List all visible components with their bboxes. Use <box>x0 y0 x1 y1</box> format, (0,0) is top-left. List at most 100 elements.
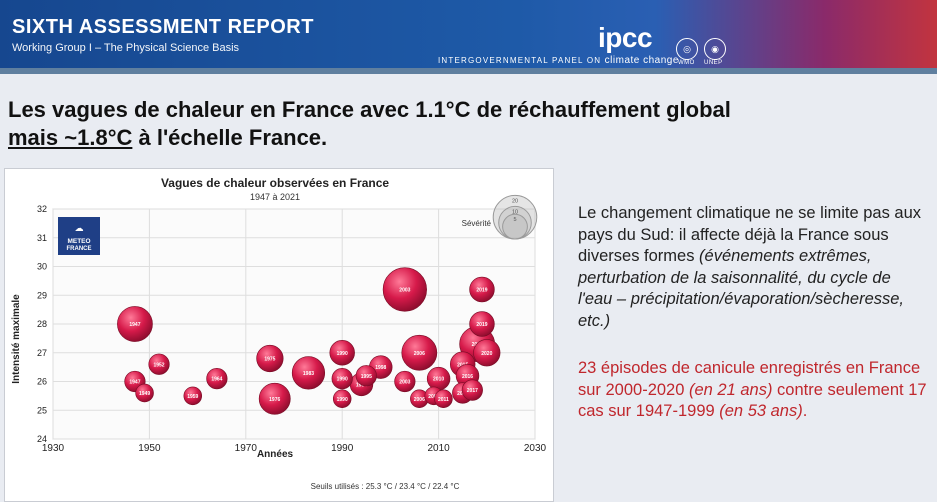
heatwave-bubble <box>148 353 170 375</box>
side-paragraph-1: Le changement climatique ne se limite pa… <box>578 203 928 332</box>
severity-legend-value: 20 <box>512 198 518 204</box>
x-axis-label: Années <box>257 449 294 460</box>
headline-underlined: mais ~1.8°C <box>8 125 133 150</box>
y-tick-label: 25 <box>37 405 47 415</box>
x-tick-label: 2030 <box>524 443 547 454</box>
meteo-france-logo-box <box>58 217 100 255</box>
heatwave-bubble-label: 1975 <box>264 357 275 363</box>
heatwave-bubble <box>329 340 355 366</box>
y-axis-label: Intensité maximale <box>11 294 22 384</box>
side-p2-c: contre seulement 17 cas sur 1947-1999 <box>578 380 927 421</box>
heatwave-bubble-label: 1990 <box>337 351 348 357</box>
ipcc-full-name: INTERGOVERNMENTAL PANEL ON climate chang… <box>438 55 679 66</box>
side-p1-text: Le changement climatique ne se limite pa… <box>578 204 922 265</box>
meteo-france-logo: ☁ METEO FRANCE <box>58 217 100 255</box>
y-tick-label: 28 <box>37 319 47 329</box>
heatwave-bubble-label: 1952 <box>153 362 164 368</box>
heatwave-bubble <box>473 339 501 367</box>
heatwave-bubble <box>469 276 495 303</box>
report-header: SIXTH ASSESSMENT REPORT Working Group I … <box>0 0 937 68</box>
x-tick-label: 1950 <box>138 443 161 454</box>
x-tick-label: 2010 <box>427 443 450 454</box>
heatwave-bubble <box>331 368 353 390</box>
chart-subtitle: 1947 à 2021 <box>250 192 300 202</box>
heatwave-bubble <box>394 370 416 393</box>
heatwave-bubble-label: 1994 <box>356 382 367 388</box>
heatwave-bubble-label: 2003 <box>399 380 410 386</box>
heatwave-bubble <box>332 389 352 408</box>
heatwave-bubble-label: 2011 <box>438 397 449 403</box>
chart-axes: 1930 1950 1970 1990 2010 2030 24 25 26 27 28 29 30 31… <box>37 204 547 454</box>
heatwave-bubble-label: 1990 <box>337 397 348 403</box>
heatwave-bubble-label: 1976 <box>269 397 280 403</box>
heatwave-bubble <box>355 365 377 387</box>
heatwave-bubble <box>135 383 154 403</box>
heatwave-chart: Vagues de chaleur observées en France 19… <box>11 176 547 491</box>
unep-caption: UNEP <box>704 60 723 66</box>
heatwave-bubble-label: 2019 <box>476 322 487 328</box>
heatwave-bubble <box>206 368 228 390</box>
x-tick-label: 1990 <box>331 443 354 454</box>
heatwave-bubble <box>291 356 326 390</box>
heatwave-bubble-label: 1990 <box>337 377 348 383</box>
x-tick-label: 1930 <box>42 443 65 454</box>
heatwave-bubble-label: 1995 <box>361 374 372 380</box>
slide-headline: Les vagues de chaleur en France avec 1.1… <box>8 96 731 152</box>
heatwave-chart-panel: Vagues de chaleur observées en France 19… <box>4 168 554 502</box>
heatwave-bubble-label: 2016 <box>462 374 473 380</box>
heatwave-bubble <box>469 311 495 337</box>
working-group-subtitle: Working Group I – The Physical Science B… <box>12 42 240 54</box>
heatwave-bubble-label: 1998 <box>375 365 386 371</box>
heatwave-bubble <box>382 267 427 312</box>
chart-footer: Seuils utilisés : 25.3 °C / 23.4 °C / 22… <box>311 482 460 491</box>
unep-globe-icon: ◉ <box>704 38 726 60</box>
y-tick-label: 31 <box>37 233 47 243</box>
report-title: SIXTH ASSESSMENT REPORT <box>12 16 314 38</box>
y-tick-label: 26 <box>37 377 47 387</box>
ipcc-logo: ipcc <box>598 22 653 53</box>
heatwave-bubble-label: 2010 <box>433 377 444 383</box>
heatwave-bubble <box>401 334 438 371</box>
heatwave-bubble <box>434 389 453 408</box>
heatwave-bubble <box>461 379 483 401</box>
severity-legend-title: Sévérité <box>462 219 492 228</box>
y-tick-label: 30 <box>37 262 47 272</box>
severity-legend-value: 10 <box>512 209 518 215</box>
headline-rest: à l'échelle France. <box>132 125 328 150</box>
severity-legend-circle <box>502 213 528 240</box>
heatwave-bubble-label: 2020 <box>481 351 492 357</box>
y-tick-label: 29 <box>37 290 47 300</box>
heatwave-bubble-label: 1949 <box>139 391 150 397</box>
side-p2-a: 23 épisodes de canicule enregistrés en F… <box>578 359 921 399</box>
heatwave-bubble-label: 2019 <box>476 288 487 294</box>
side-p2-b: (en 21 ans) <box>689 380 773 399</box>
heatwave-bubble-label: 2009 <box>428 394 439 400</box>
heatwave-bubble-label: 2017 <box>467 388 478 394</box>
side-paragraph-2: 23 épisodes de canicule enregistrés en F… <box>578 358 928 423</box>
heatwave-bubble-label: 2006 <box>414 397 425 403</box>
meteo-france-line2: FRANCE <box>67 246 92 252</box>
heatwave-bubble-label: 1947 <box>129 380 140 386</box>
header-band <box>0 68 937 74</box>
heatwave-bubble <box>258 382 291 415</box>
heatwave-bubble-label: 2003 <box>399 288 410 294</box>
severity-legend: Sévérité 20 10 5 <box>462 194 538 240</box>
meteo-france-icon: ☁ <box>75 223 84 233</box>
heatwave-bubble-label: 1947 <box>129 322 140 328</box>
heatwave-bubble-label: 1959 <box>187 394 198 400</box>
y-tick-label: 32 <box>37 204 47 214</box>
chart-title: Vagues de chaleur observées en France <box>161 176 389 190</box>
side-p1-italic: (événements extrêmes, perturbation de la… <box>578 247 905 330</box>
y-tick-label: 24 <box>37 434 47 444</box>
heatwave-bubble <box>256 344 284 373</box>
x-tick-label: 1970 <box>235 443 258 454</box>
wmo-globe-icon: ◎ <box>676 38 698 60</box>
side-p2-d: (en 53 ans) <box>719 402 803 420</box>
heatwave-bubble-label: 1983 <box>303 371 314 377</box>
ipcc-full-name-end: climate change <box>604 55 679 66</box>
heatwave-bubble <box>117 306 153 342</box>
wmo-caption: WMO <box>678 60 695 66</box>
heatwave-bubble <box>183 386 203 406</box>
side-commentary: Le changement climatique ne se limite pa… <box>578 203 928 449</box>
headline-line2: mais ~1.8°C à l'échelle France. <box>8 124 731 152</box>
